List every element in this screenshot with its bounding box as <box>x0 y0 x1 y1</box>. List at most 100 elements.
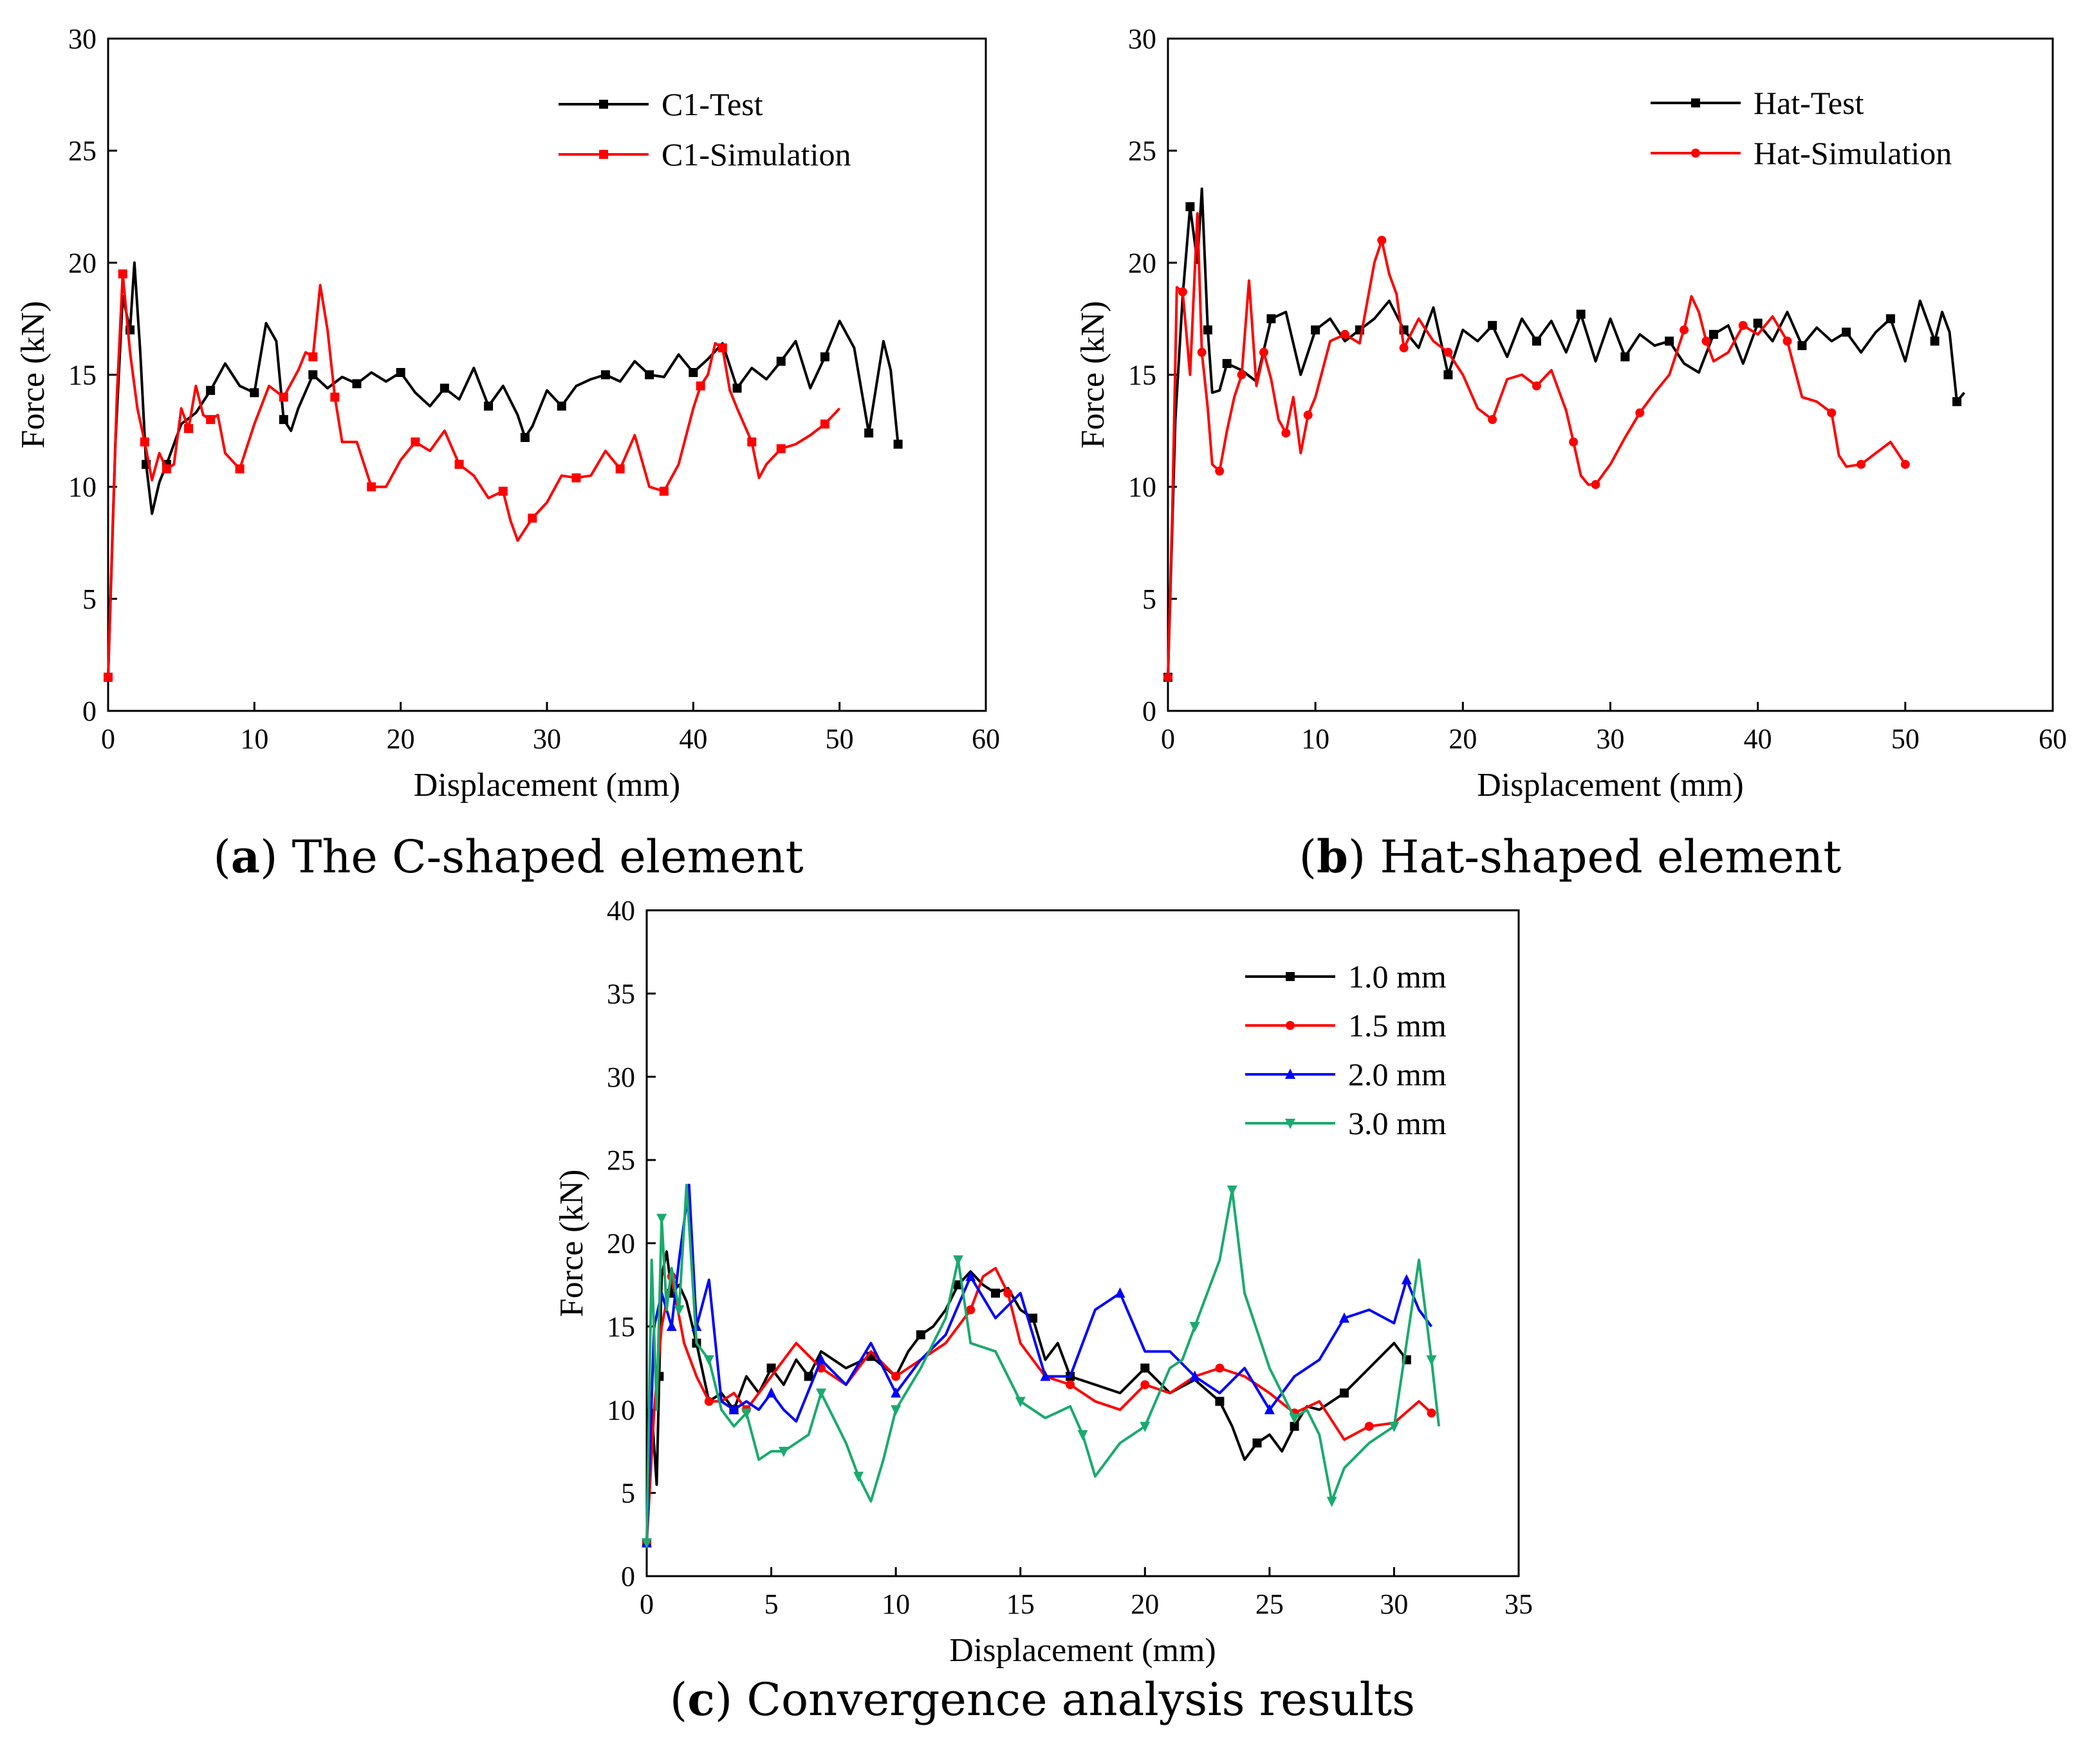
chart-1-y-tick-label: 0 <box>1142 695 1156 727</box>
chart-2-legend-label-2: 2.0 mm <box>1348 1056 1447 1092</box>
chart-2-x-axis-label: Displacement (mm) <box>949 1632 1216 1669</box>
chart-0-series-1-point <box>308 352 318 362</box>
chart-1-series-0-point <box>1203 325 1212 335</box>
chart-0-y-tick-label: 30 <box>68 23 97 55</box>
chart-0-series-0-point <box>893 439 903 449</box>
chart-2-series-3-point <box>703 1355 714 1366</box>
chart-1-series-1-point <box>1591 480 1600 490</box>
chart-2-y-axis-label: Force (kN) <box>553 1170 590 1318</box>
chart-1-x-tick-label: 40 <box>1744 723 1772 755</box>
chart-1-x-axis-label: Displacement (mm) <box>1477 767 1743 804</box>
chart-2-series-2-point <box>766 1387 777 1398</box>
chart-1-legend-marker-1 <box>1691 149 1700 158</box>
chart-1-y-tick-label: 15 <box>1128 360 1156 391</box>
chart-2-x-tick-label: 35 <box>1504 1588 1533 1620</box>
chart-2-series-2-point <box>1339 1312 1349 1323</box>
chart-2-y-tick-label: 40 <box>607 895 635 926</box>
chart-2-series-0-point <box>804 1372 813 1381</box>
chart-1-series-1-point <box>1635 408 1645 418</box>
chart-2-legend-label-0: 1.0 mm <box>1348 959 1447 995</box>
chart-2-series-3-point <box>1077 1430 1088 1441</box>
chart-1-series-1-point <box>1215 466 1225 476</box>
chart-2-series-1-point <box>1427 1408 1436 1418</box>
chart-2-x-tick-label: 15 <box>1006 1588 1035 1620</box>
chart-1-series-0-point <box>1222 359 1232 369</box>
chart-2-y-tick-label: 20 <box>607 1228 635 1260</box>
chart-2-series-3-point <box>952 1255 963 1266</box>
chart-0-series-1-point <box>162 464 171 473</box>
chart-0-x-tick-label: 50 <box>826 723 854 755</box>
chart-2-series-0-point <box>1290 1422 1299 1431</box>
chart-2-series-3-point <box>656 1213 667 1224</box>
chart-0-series-1-point <box>206 415 216 425</box>
chart-1-series-1-point <box>1569 437 1578 446</box>
chart-1-series-0-point <box>1185 202 1195 212</box>
chart-2-x-tick-label: 0 <box>640 1588 654 1620</box>
caption-c-text: Convergence analysis results <box>746 1673 1416 1726</box>
chart-1-y-tick-label: 5 <box>1142 583 1156 615</box>
chart-panel-a: 0 10 20 30 40 50 60 0 5 10 15 20 25 30 Displacement (m… <box>15 23 1000 804</box>
chart-0-x-tick-label: 20 <box>387 723 415 755</box>
chart-2-y-tick-label: 30 <box>607 1061 635 1093</box>
chart-2-legend-label-3: 3.0 mm <box>1348 1105 1447 1141</box>
chart-0-series-1-point <box>367 482 376 492</box>
chart-0-y-tick-label: 25 <box>68 135 97 167</box>
chart-2-series-1-point <box>1003 1289 1013 1298</box>
chart-1-series-1-point <box>1259 347 1268 357</box>
chart-2-series-3-point <box>1189 1321 1200 1332</box>
chart-0-legend-label-0: C1-Test <box>662 86 763 122</box>
chart-1-series-1-point <box>1900 459 1910 469</box>
chart-0-series-1-point <box>747 437 757 446</box>
chart-2-x-tick-label: 5 <box>764 1588 779 1620</box>
chart-2-series-3-point <box>853 1471 864 1482</box>
chart-2-series-0-point <box>1028 1313 1038 1323</box>
chart-1-x-tick-label: 30 <box>1597 723 1625 755</box>
chart-2-series-1-point <box>1140 1380 1150 1390</box>
chart-1-series-0-point <box>1797 341 1807 351</box>
chart-0-y-axis-label: Force (kN) <box>15 301 51 449</box>
chart-0-series-1-point <box>118 269 127 279</box>
chart-1-x-tick-label: 0 <box>1161 723 1175 755</box>
chart-0-series-0-line <box>107 261 900 677</box>
chart-1-series-0-point <box>1708 329 1718 339</box>
chart-0-x-axis-label: Displacement (mm) <box>414 767 680 804</box>
chart-2-series-2-point <box>1040 1370 1051 1381</box>
chart-0-series-1-point <box>717 343 727 353</box>
chart-0-series-1-point <box>696 381 705 390</box>
chart-2-legend-marker-1 <box>1286 1021 1295 1030</box>
chart-2-series-1-point <box>1066 1380 1075 1390</box>
caption-b: (b) Hat-shaped element <box>1299 830 1842 883</box>
chart-0-series-0-point <box>645 370 654 380</box>
chart-1-series-0-point <box>1930 336 1940 346</box>
chart-2-series-3-point <box>1426 1355 1437 1366</box>
chart-1-series-1-point <box>1827 408 1837 418</box>
chart-2-series-3-point <box>1015 1397 1026 1408</box>
chart-1-series-0-point <box>1842 327 1851 337</box>
chart-1-y-tick-label: 20 <box>1128 247 1156 279</box>
chart-2-series-3-point <box>816 1388 826 1399</box>
chart-2-y-tick-label: 0 <box>621 1561 635 1592</box>
caption-a-text: The C-shaped element <box>292 831 804 883</box>
chart-1-series-1-point <box>1237 370 1246 380</box>
chart-1-legend-marker-0 <box>1691 98 1700 107</box>
chart-2-x-tick-label: 10 <box>882 1588 910 1620</box>
caption-a-letter: a <box>230 830 261 883</box>
chart-0-y-tick-label: 15 <box>68 360 97 391</box>
chart-2-series-0-point <box>1140 1363 1150 1373</box>
chart-0-x-tick-label: 30 <box>533 723 561 755</box>
chart-2-series-2-point <box>1115 1287 1125 1298</box>
chart-0-series-1-point <box>498 486 508 496</box>
chart-0-legend-label-1: C1-Simulation <box>662 136 851 172</box>
chart-1-series-0-point <box>1665 336 1674 346</box>
chart-1-series-0-point <box>1576 309 1586 319</box>
chart-1-series-1-point <box>1163 672 1172 682</box>
chart-1-series-0-point <box>1753 318 1763 328</box>
chart-2-legend-marker-0 <box>1286 972 1295 981</box>
chart-1-series-1-point <box>1488 415 1497 425</box>
chart-2-series-2 <box>642 1183 1433 1548</box>
chart-2-series-0-point <box>766 1363 776 1373</box>
chart-1-series-1-point <box>1303 410 1313 420</box>
chart-2-series-1-point <box>966 1305 976 1314</box>
chart-2-y-tick-label: 25 <box>607 1144 635 1176</box>
